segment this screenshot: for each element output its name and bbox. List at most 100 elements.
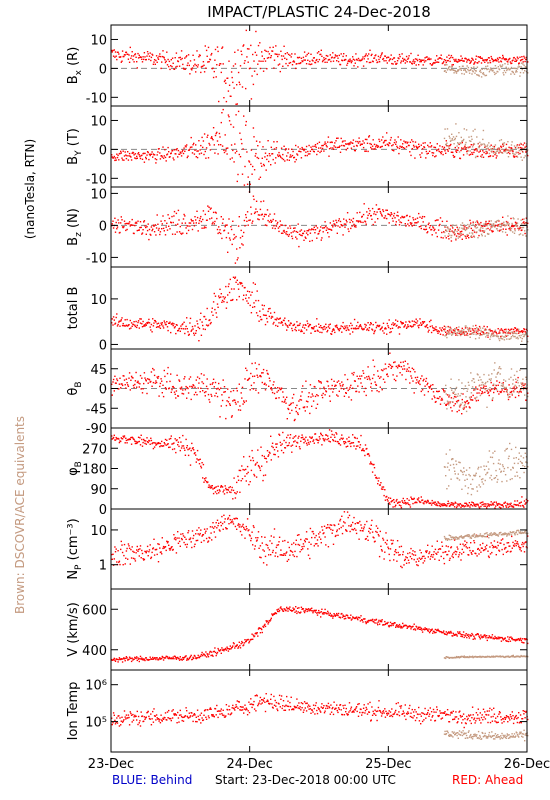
data-point [474,475,476,477]
data-point [376,211,378,213]
data-point [255,200,258,202]
data-point [273,321,275,324]
data-point [454,403,456,405]
data-point [498,332,500,334]
data-point [364,454,366,457]
data-point [128,152,131,155]
data-point [509,68,511,70]
data-point [343,388,345,390]
data-point [511,222,513,225]
data-point [419,154,421,156]
data-point [218,64,221,66]
data-point [212,127,215,129]
data-point [480,384,483,386]
data-point [181,222,183,224]
data-point [462,473,464,476]
data-point [447,462,449,464]
data-point [409,370,412,373]
data-point [284,53,287,55]
data-point [256,156,258,159]
data-point [436,329,438,331]
data-point [120,387,122,389]
data-point [515,378,517,380]
data-point [332,226,334,228]
data-point [137,153,139,155]
data-point [499,150,501,152]
data-point [281,58,283,61]
data-point [465,396,467,398]
data-point [378,58,380,61]
data-point [267,219,269,222]
data-point [173,323,175,325]
data-point [256,374,258,376]
data-point [512,59,514,61]
data-point [448,147,450,149]
data-point [305,324,307,326]
data-point [430,228,433,231]
data-point [323,57,325,59]
data-point [480,143,482,145]
data-point [177,329,180,332]
data-point [517,338,519,340]
data-point [170,331,172,334]
data-point [307,396,310,398]
data-point [301,391,303,393]
data-point [386,209,388,211]
data-point [118,53,120,55]
data-point [465,129,468,131]
data-point [522,72,525,74]
data-point [519,388,522,391]
data-point [117,550,119,552]
data-point [370,386,372,388]
data-point [503,470,505,472]
data-point [408,55,410,57]
data-point [217,232,219,235]
data-point [227,388,229,390]
data-point [460,67,462,70]
data-point [417,325,419,327]
data-point [455,502,457,504]
data-point [187,448,189,451]
data-point [171,57,174,59]
data-point [203,227,205,229]
data-point [114,546,116,548]
data-point [419,61,421,63]
data-point [500,471,502,473]
data-point [327,136,330,138]
data-point [284,322,287,325]
data-point [512,71,514,74]
data-point [311,327,313,330]
data-point [358,441,360,443]
data-point [198,340,200,342]
data-point [398,147,401,150]
data-point [476,330,478,332]
data-point [328,236,330,238]
data-point [168,438,171,440]
data-point [428,386,430,388]
data-point [459,503,462,505]
data-point [419,318,421,320]
data-point [454,501,456,503]
data-point [250,163,252,166]
data-point [239,469,242,472]
data-point [291,64,294,66]
data-point [211,395,213,397]
data-point [313,442,315,444]
data-point [513,330,515,333]
data-point [352,221,354,223]
data-point [423,228,425,230]
data-point [287,326,289,328]
data-point [228,403,231,405]
data-point [157,442,159,445]
data-point [359,375,361,377]
data-point [155,234,157,236]
data-point [501,222,503,225]
data-point [142,320,144,323]
data-point [306,406,308,408]
data-point [183,447,185,449]
data-point [306,444,308,446]
data-point [293,393,295,396]
data-point [214,395,216,397]
data-point [204,45,206,47]
data-point [271,442,274,444]
